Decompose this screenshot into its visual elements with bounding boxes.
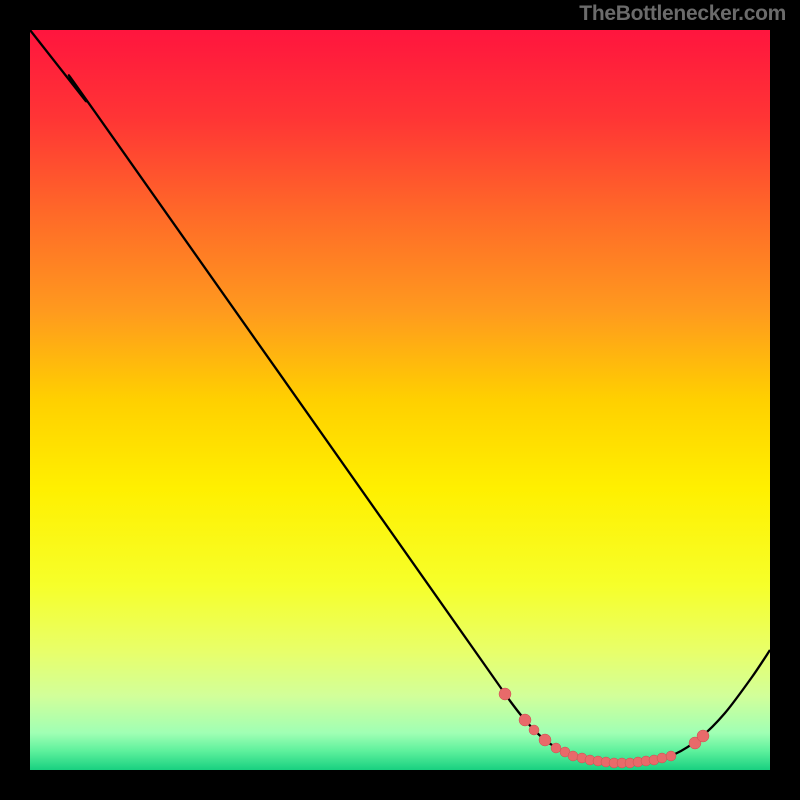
marker-dot (539, 734, 551, 746)
marker-dot (697, 730, 709, 742)
bottleneck-chart (0, 0, 800, 800)
marker-dot (568, 751, 578, 761)
marker-dot (519, 714, 531, 726)
marker-dot (499, 688, 511, 700)
chart-container: { "attribution": { "text": "TheBottlenec… (0, 0, 800, 800)
marker-dot (666, 751, 676, 761)
attribution-text: TheBottlenecker.com (579, 2, 786, 26)
marker-dot (657, 753, 667, 763)
marker-dot (529, 725, 539, 735)
gradient-plot-area (30, 30, 770, 770)
marker-dot (551, 743, 561, 753)
